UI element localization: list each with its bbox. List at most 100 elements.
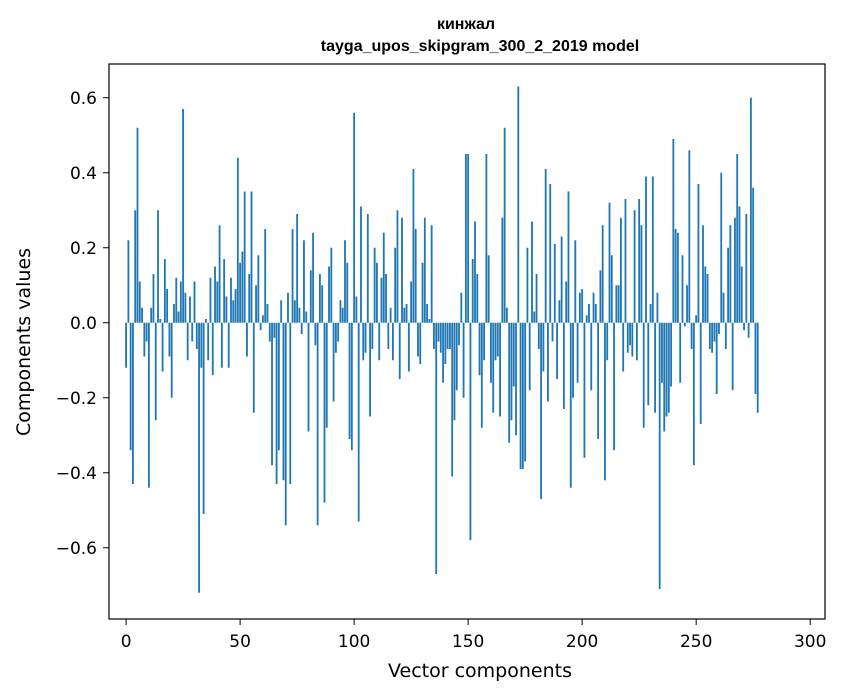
bar-140	[444, 322, 447, 364]
bar-196	[572, 322, 574, 398]
bar-83	[314, 322, 317, 346]
bar-154	[476, 274, 479, 323]
bar-205	[592, 292, 595, 323]
bar-239	[670, 322, 672, 387]
bar-236	[663, 322, 666, 432]
bar-170	[512, 322, 515, 387]
bar-215	[615, 285, 618, 323]
bar-146	[458, 322, 460, 346]
bar-142	[448, 322, 451, 349]
x-axis-label: Vector components	[388, 660, 572, 682]
x-tick-label: 100	[338, 632, 370, 652]
bar-262	[722, 292, 725, 323]
bar-157	[483, 322, 486, 361]
bar-208	[599, 270, 602, 323]
bar-181	[537, 322, 540, 349]
bar-255	[706, 274, 709, 323]
bar-252	[699, 322, 702, 424]
bar-187	[551, 322, 554, 342]
bar-192	[563, 322, 565, 409]
bar-171	[515, 322, 517, 436]
bar-33	[200, 322, 203, 368]
bar-128	[417, 322, 419, 357]
bar-237	[665, 322, 668, 417]
bar-260	[718, 322, 720, 334]
bar-41	[218, 225, 221, 323]
bar-32	[198, 322, 200, 593]
bar-27	[186, 322, 189, 361]
bar-0	[125, 322, 128, 368]
bar-86	[321, 285, 324, 323]
bar-91	[332, 322, 335, 402]
bar-235	[661, 322, 663, 383]
bar-191	[560, 236, 563, 323]
bar-24	[179, 281, 182, 323]
bar-137	[437, 322, 440, 342]
bar-118	[394, 247, 397, 323]
bar-131	[423, 217, 426, 323]
bar-234	[658, 322, 661, 589]
bar-161	[492, 322, 495, 413]
bar-271	[743, 322, 745, 331]
bar-175	[524, 322, 527, 462]
bar-100	[353, 112, 356, 323]
bar-4	[134, 210, 137, 323]
bar-series	[125, 86, 759, 593]
bar-76	[298, 307, 301, 323]
bar-209	[601, 225, 604, 323]
bar-61	[264, 229, 267, 323]
bar-132	[426, 304, 428, 323]
bar-216	[617, 285, 620, 323]
bar-230	[649, 304, 652, 323]
bar-9	[145, 322, 148, 342]
bar-231	[651, 176, 654, 323]
x-tick-label: 200	[566, 632, 598, 652]
bar-151	[469, 322, 472, 541]
bar-256	[708, 322, 711, 349]
bar-109	[373, 247, 376, 323]
bar-101	[355, 296, 358, 323]
bar-105	[364, 322, 367, 353]
bar-174	[521, 322, 524, 469]
bar-59	[259, 322, 262, 331]
bar-165	[501, 217, 504, 323]
bar-182	[540, 322, 543, 499]
bar-172	[517, 86, 520, 323]
bar-265	[729, 225, 732, 323]
bar-31	[195, 322, 198, 349]
bar-7	[141, 307, 143, 323]
bar-48	[234, 289, 237, 323]
bar-2	[129, 322, 132, 451]
bar-30	[193, 281, 196, 323]
bar-133	[428, 319, 431, 323]
bar-158	[485, 154, 488, 323]
bar-264	[727, 247, 729, 323]
bar-95	[341, 307, 344, 323]
bar-206	[594, 304, 597, 323]
bar-116	[389, 307, 392, 323]
bar-96	[344, 240, 346, 323]
bar-229	[647, 322, 650, 406]
bar-178	[531, 221, 533, 323]
bar-25	[182, 109, 185, 323]
bar-69	[282, 322, 285, 481]
bar-78	[303, 240, 305, 323]
bar-207	[597, 322, 600, 439]
x-tick-label: 0	[121, 632, 132, 652]
bar-227	[642, 322, 645, 428]
bar-253	[702, 225, 704, 323]
bar-245	[683, 322, 686, 327]
bar-65	[273, 322, 276, 338]
bar-62	[266, 304, 269, 323]
bar-127	[414, 229, 417, 323]
bar-213	[610, 255, 613, 323]
bar-71	[287, 292, 289, 323]
bar-12	[152, 274, 155, 323]
bar-199	[578, 292, 581, 323]
bar-63	[268, 322, 271, 342]
y-axis-label: Components values	[13, 248, 35, 436]
bar-202	[585, 315, 588, 323]
bar-107	[369, 322, 371, 417]
bar-160	[490, 322, 492, 383]
x-tick-label: 250	[680, 632, 712, 652]
